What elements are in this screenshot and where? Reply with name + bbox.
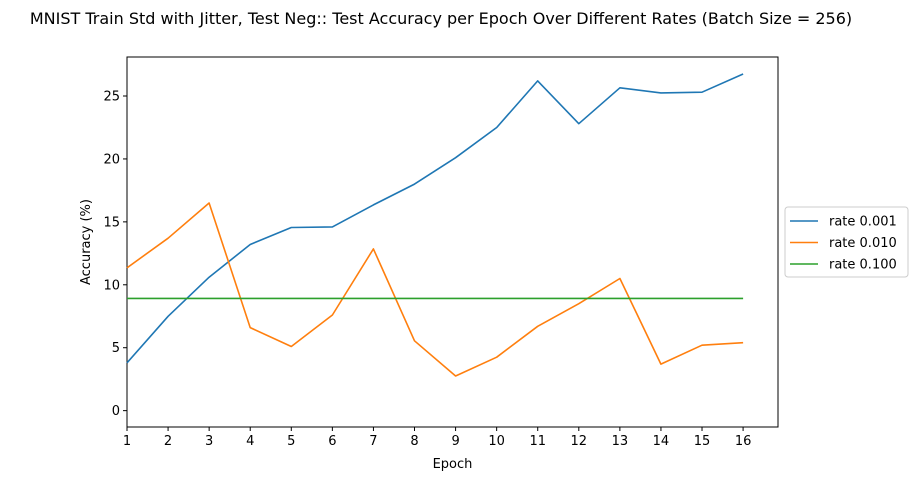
series-line-1	[126, 73, 744, 364]
legend-label: rate 0.001	[829, 215, 897, 230]
series-line-2	[126, 202, 744, 377]
x-tick-label: 12	[571, 434, 588, 449]
y-tick-label: 15	[103, 215, 120, 230]
x-tick-label: 7	[369, 434, 377, 449]
y-tick-label: 5	[112, 341, 120, 356]
x-tick-label: 1	[123, 434, 131, 449]
y-tick-label: 20	[103, 152, 120, 167]
chart-title: MNIST Train Std with Jitter, Test Neg:: …	[30, 9, 852, 28]
x-tick-label: 8	[410, 434, 418, 449]
x-tick-label: 6	[328, 434, 336, 449]
legend-box	[784, 206, 909, 278]
x-axis: 1 2 3 4 5 6 7 8 9 10 11 12 13 14 15 16	[123, 427, 752, 449]
x-tick-label: 5	[287, 434, 295, 449]
x-axis-label: Epoch	[433, 457, 473, 472]
y-tick-label: 10	[103, 278, 120, 293]
x-tick-label: 9	[451, 434, 459, 449]
y-axis-label: Accuracy (%)	[79, 199, 94, 285]
x-tick-label: 15	[694, 434, 711, 449]
legend: rate 0.001 rate 0.010 rate 0.100	[784, 206, 909, 278]
y-axis: 0 5 10 15 20 25	[103, 90, 127, 419]
x-tick-label: 13	[612, 434, 629, 449]
x-tick-label: 16	[735, 434, 752, 449]
y-tick-label: 0	[112, 404, 120, 419]
y-tick-label: 25	[103, 90, 120, 105]
x-tick-label: 2	[164, 434, 172, 449]
x-tick-label: 14	[653, 434, 670, 449]
legend-label: rate 0.100	[829, 258, 897, 273]
legend-label: rate 0.010	[829, 236, 897, 251]
x-tick-label: 11	[529, 434, 546, 449]
plot-frame	[126, 56, 779, 428]
x-tick-label: 4	[246, 434, 254, 449]
series-lines	[126, 73, 744, 377]
x-tick-label: 3	[205, 434, 213, 449]
x-tick-label: 10	[488, 434, 505, 449]
